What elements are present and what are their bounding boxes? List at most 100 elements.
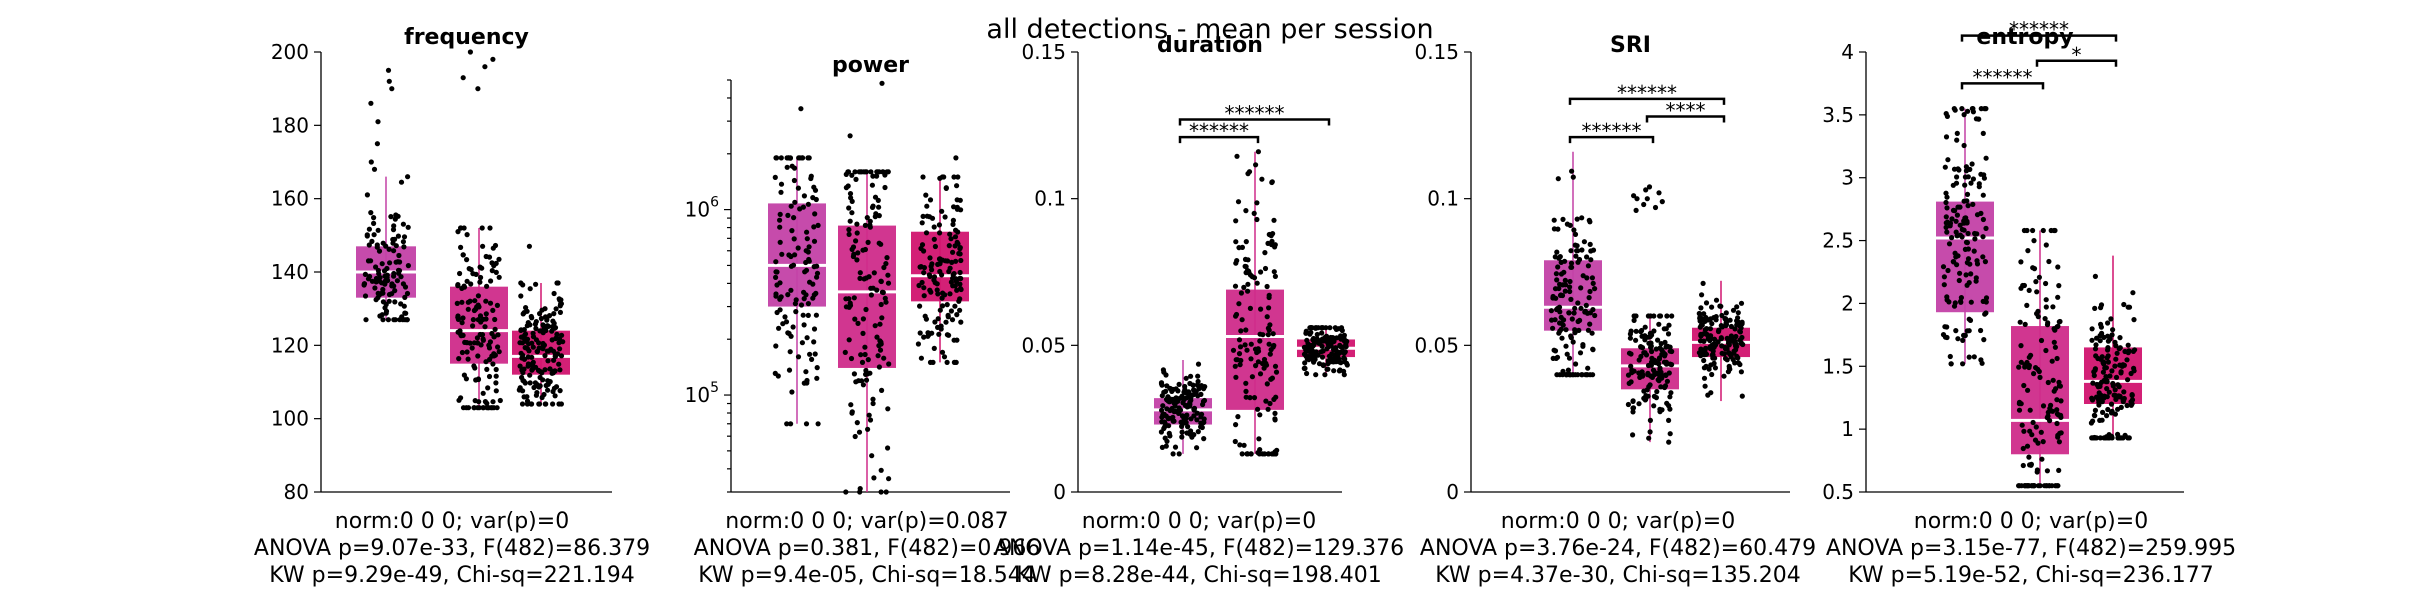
significance-label: * [2072, 43, 2082, 67]
data-point [1961, 142, 1967, 149]
data-point [492, 242, 499, 249]
data-point [1643, 396, 1649, 402]
data-point [849, 198, 855, 204]
data-point [2103, 374, 2109, 380]
data-point [1170, 451, 1176, 457]
data-point [1651, 393, 1657, 399]
data-point [496, 349, 502, 355]
data-point [1316, 361, 1323, 367]
data-point [1564, 351, 1570, 357]
points [772, 106, 821, 427]
data-point [944, 332, 951, 338]
data-point [1572, 305, 1578, 311]
data-point [956, 298, 962, 304]
data-point [366, 242, 372, 248]
data-point [524, 308, 530, 314]
data-point [1651, 328, 1657, 334]
data-point [1572, 231, 1579, 237]
points [2016, 227, 2064, 489]
data-point [860, 382, 867, 388]
outlier-point [490, 56, 496, 62]
data-point [881, 355, 887, 361]
data-point [1978, 171, 1984, 177]
data-point [527, 380, 533, 386]
data-point [1973, 275, 1979, 281]
data-point [1941, 274, 1947, 280]
data-point [1954, 212, 1960, 218]
data-point [2097, 333, 2103, 339]
data-point [777, 217, 783, 223]
data-point [2132, 347, 2138, 353]
data-point [468, 281, 474, 287]
data-point [803, 421, 810, 427]
data-point [1630, 409, 1636, 415]
data-point [1257, 447, 1263, 453]
data-point [1552, 254, 1558, 260]
data-point [1239, 451, 1245, 457]
data-point [1734, 304, 1740, 310]
data-point [1238, 357, 1244, 364]
data-point [540, 377, 546, 383]
data-point [868, 285, 874, 291]
data-point [372, 285, 378, 291]
data-point [2029, 432, 2035, 438]
data-point [1965, 256, 1972, 262]
data-point [468, 266, 474, 273]
data-point [2124, 402, 2130, 409]
data-point [883, 489, 889, 495]
data-point [368, 210, 374, 216]
outlier-point [1646, 184, 1653, 190]
data-point [478, 319, 484, 325]
data-point [1587, 321, 1593, 327]
outlier-point [482, 64, 488, 70]
bracket-line [1178, 118, 1331, 126]
data-point [2052, 344, 2058, 350]
data-point [1965, 230, 1971, 237]
data-point [1159, 444, 1165, 450]
data-point [885, 445, 891, 451]
data-point [853, 176, 859, 182]
data-point [1264, 381, 1270, 387]
data-point [1726, 342, 1732, 348]
data-point [534, 348, 540, 355]
data-point [2112, 411, 2118, 417]
data-point [456, 397, 462, 403]
data-point [2031, 266, 2038, 272]
data-point [872, 323, 878, 329]
data-point [804, 377, 810, 384]
data-point [843, 489, 849, 495]
data-point [1667, 406, 1673, 412]
data-point [2113, 396, 2119, 402]
data-point [791, 236, 797, 242]
data-point [927, 197, 934, 203]
data-point [1952, 250, 1958, 256]
data-point [1552, 348, 1559, 354]
data-point [784, 421, 790, 427]
data-point [520, 370, 526, 376]
data-point [2045, 379, 2051, 386]
data-point [2040, 403, 2047, 409]
data-point [1201, 386, 1207, 392]
points [842, 80, 892, 495]
data-point [953, 359, 959, 365]
data-point [1165, 398, 1171, 404]
data-point [2116, 393, 2122, 399]
data-point [1715, 328, 1722, 335]
data-point [1658, 384, 1664, 390]
data-point [1185, 424, 1191, 430]
data-point [490, 361, 496, 367]
data-point [1662, 383, 1669, 389]
data-point [1320, 362, 1326, 369]
outlier-point [368, 100, 374, 106]
data-point [391, 273, 397, 279]
data-point [942, 214, 948, 220]
data-point [813, 312, 820, 318]
data-point [1962, 182, 1968, 188]
data-point [456, 356, 462, 362]
data-point [361, 282, 367, 288]
data-point [806, 244, 812, 250]
data-point [364, 192, 370, 198]
data-point [1179, 434, 1185, 440]
data-point [931, 224, 937, 230]
data-point [1722, 316, 1728, 322]
